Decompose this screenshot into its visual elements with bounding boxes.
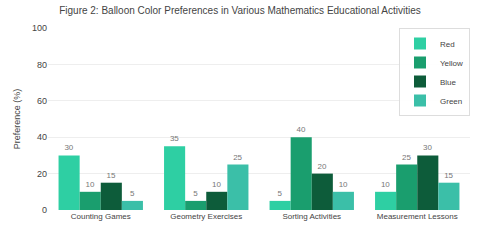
svg-text:Measurement Lessons: Measurement Lessons <box>377 212 458 221</box>
svg-text:10: 10 <box>381 180 390 189</box>
svg-text:5: 5 <box>130 189 135 198</box>
svg-text:10: 10 <box>212 180 221 189</box>
svg-text:30: 30 <box>423 143 432 152</box>
svg-text:60: 60 <box>37 96 47 106</box>
svg-text:15: 15 <box>107 171 116 180</box>
svg-text:Red: Red <box>440 40 455 49</box>
svg-text:100: 100 <box>32 23 47 33</box>
svg-text:5: 5 <box>278 189 283 198</box>
svg-text:Sorting Activities: Sorting Activities <box>282 212 341 221</box>
svg-text:Blue: Blue <box>440 78 457 87</box>
svg-text:40: 40 <box>296 125 305 134</box>
svg-text:0: 0 <box>42 205 47 215</box>
svg-text:25: 25 <box>233 153 242 162</box>
svg-text:15: 15 <box>444 171 453 180</box>
svg-text:10: 10 <box>339 180 348 189</box>
svg-text:80: 80 <box>37 60 47 70</box>
svg-text:Figure 2: Balloon Color Prefer: Figure 2: Balloon Color Preferences in V… <box>59 5 421 16</box>
svg-text:20: 20 <box>37 169 47 179</box>
svg-text:35: 35 <box>170 134 179 143</box>
svg-text:40: 40 <box>37 132 47 142</box>
svg-text:Preference (%): Preference (%) <box>12 89 22 150</box>
svg-text:Geometry Exercises: Geometry Exercises <box>170 212 242 221</box>
svg-text:10: 10 <box>85 180 94 189</box>
svg-text:20: 20 <box>318 162 327 171</box>
svg-text:30: 30 <box>64 143 73 152</box>
svg-text:25: 25 <box>402 153 411 162</box>
svg-text:Yellow: Yellow <box>440 59 463 68</box>
svg-text:Counting Games: Counting Games <box>71 212 131 221</box>
svg-text:5: 5 <box>193 189 198 198</box>
svg-text:Green: Green <box>440 97 462 106</box>
